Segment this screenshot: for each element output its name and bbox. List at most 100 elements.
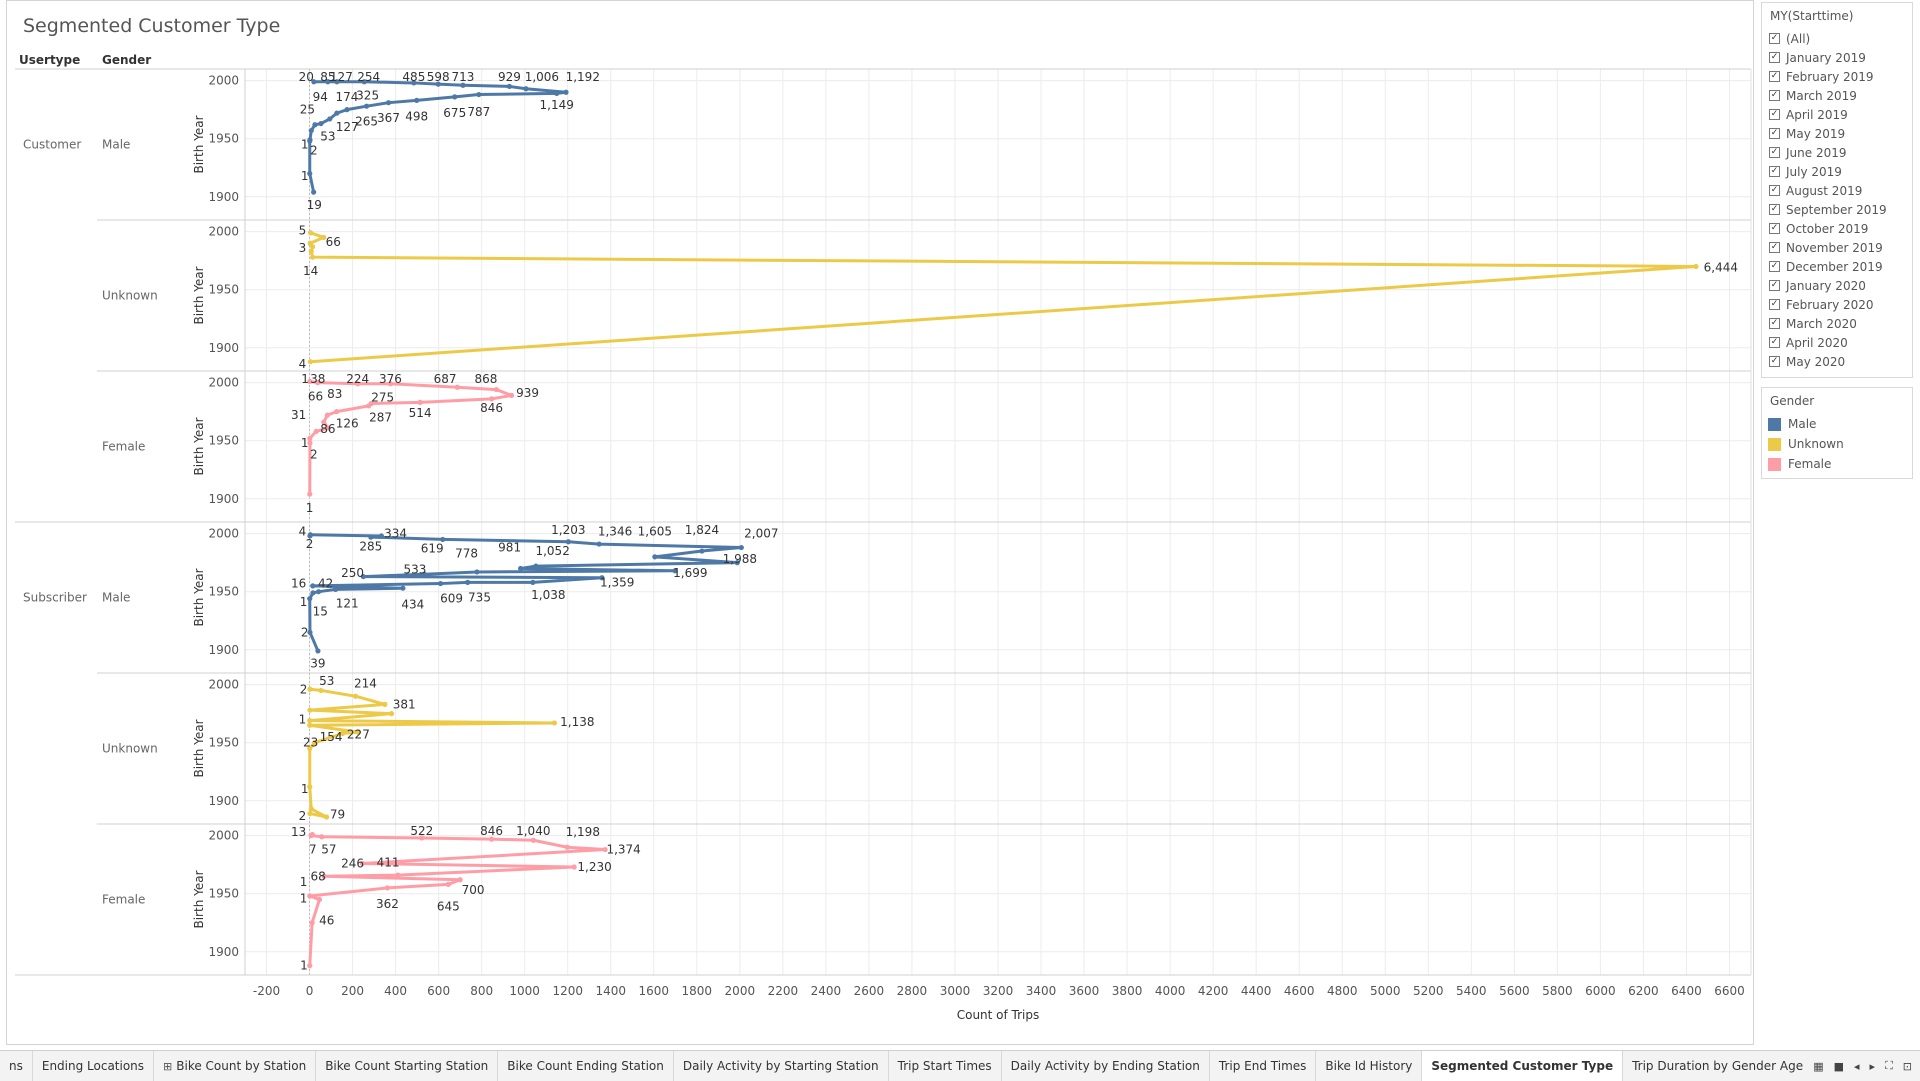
data-label: 1,038 [531,588,565,602]
present-icon[interactable]: ⊡ [1902,1059,1912,1073]
filter-item-label: January 2019 [1786,50,1866,65]
sheet-tab[interactable]: Daily Activity by Ending Station [1002,1051,1210,1081]
data-point [440,536,446,543]
prev-icon[interactable]: ◂ [1854,1059,1860,1073]
checkbox-checked-icon[interactable]: ✓ [1769,356,1780,367]
data-label: 325 [356,89,379,103]
data-point [307,378,313,385]
x-tick-label: 3600 [1069,984,1100,998]
filter-item[interactable]: ✓ March 2019 [1762,86,1912,105]
checkbox-checked-icon[interactable]: ✓ [1769,223,1780,234]
data-label: 25 [300,103,315,117]
checkbox-checked-icon[interactable]: ✓ [1769,337,1780,348]
checkbox-checked-icon[interactable]: ✓ [1769,90,1780,101]
data-label: 1,230 [577,860,611,874]
data-label: 86 [320,422,335,436]
data-point [334,409,340,415]
data-point [652,554,658,560]
data-point [319,834,325,840]
sheet-tab[interactable]: ⊞ Bike Count by Station [154,1051,317,1081]
legend-item[interactable]: Female [1762,454,1912,474]
data-point [474,569,480,575]
checkbox-checked-icon[interactable]: ✓ [1769,204,1780,215]
filter-item[interactable]: ✓ June 2019 [1762,143,1912,162]
y-axis-label: Birth Year [192,115,206,173]
x-tick-label: 4800 [1327,984,1358,998]
data-label: 38 [310,372,325,386]
filter-item[interactable]: ✓ November 2019 [1762,238,1912,257]
sheet-tab[interactable]: Trip Start Times [889,1051,1002,1081]
filter-item[interactable]: ✓ August 2019 [1762,181,1912,200]
filter-item[interactable]: ✓ October 2019 [1762,219,1912,238]
sheet-tab-label: Bike Count Ending Station [507,1059,664,1073]
data-label: 609 [440,592,463,606]
checkbox-checked-icon[interactable]: ✓ [1769,280,1780,291]
data-point [311,79,317,85]
data-label: 981 [498,541,521,555]
next-icon[interactable]: ▸ [1869,1059,1876,1073]
usertype-header: Usertype [19,53,81,67]
filter-item[interactable]: ✓ May 2019 [1762,124,1912,143]
data-label: 533 [404,563,427,577]
legend-label: Female [1788,457,1832,471]
filmstrip-icon[interactable]: ■ [1833,1059,1845,1073]
checkbox-checked-icon[interactable]: ✓ [1769,318,1780,329]
grid-view-icon[interactable]: ▦ [1813,1059,1824,1073]
filter-item-label: February 2020 [1786,297,1874,312]
data-point [313,428,319,434]
checkbox-checked-icon[interactable]: ✓ [1769,109,1780,120]
gender-label: Male [102,138,130,152]
checkbox-checked-icon[interactable]: ✓ [1769,242,1780,253]
filter-item[interactable]: ✓ April 2019 [1762,105,1912,124]
checkbox-checked-icon[interactable]: ✓ [1769,71,1780,82]
sheet-tab[interactable]: Bike Count Starting Station [316,1051,499,1081]
sheet-tab[interactable]: Daily Activity by Starting Station [674,1051,889,1081]
data-label: 19 [307,198,322,212]
filter-item[interactable]: ✓ January 2020 [1762,276,1912,295]
sheet-tab[interactable]: Bike Id History [1316,1051,1423,1081]
filter-item[interactable]: ✓ May 2020 [1762,352,1912,371]
data-point [382,701,388,707]
x-tick-label: 2800 [897,984,928,998]
x-axis-label: Count of Trips [957,1008,1040,1022]
filter-item[interactable]: ✓ September 2019 [1762,200,1912,219]
checkbox-checked-icon[interactable]: ✓ [1769,166,1780,177]
sheet-tab[interactable]: Trip End Times [1210,1051,1317,1081]
sheet-tab[interactable]: Segmented Customer Type [1422,1051,1624,1081]
filter-item[interactable]: ✓ March 2020 [1762,314,1912,333]
fullscreen-icon[interactable]: ⛶ [1885,1059,1893,1072]
data-label: 1,605 [638,524,672,538]
filter-item[interactable]: ✓ April 2020 [1762,333,1912,352]
filter-item[interactable]: ✓ February 2020 [1762,295,1912,314]
checkbox-checked-icon[interactable]: ✓ [1769,185,1780,196]
filter-item[interactable]: ✓ January 2019 [1762,48,1912,67]
x-tick-label: 3200 [983,984,1014,998]
sheet-tab[interactable]: Ending Locations [33,1051,155,1081]
data-point [307,893,313,899]
legend-item[interactable]: Male [1762,414,1912,434]
filter-item[interactable]: ✓ February 2019 [1762,67,1912,86]
sheet-tab[interactable]: Trip Duration by Gender Age [1623,1051,1814,1081]
sheet-tab[interactable]: Bike Count Ending Station [498,1051,674,1081]
data-label: 376 [379,372,402,386]
checkbox-checked-icon[interactable]: ✓ [1769,147,1780,158]
filter-item[interactable]: ✓ July 2019 [1762,162,1912,181]
checkbox-checked-icon[interactable]: ✓ [1769,299,1780,310]
sheet-tab[interactable]: ns [0,1051,33,1081]
checkbox-checked-icon[interactable]: ✓ [1769,128,1780,139]
checkbox-checked-icon[interactable]: ✓ [1769,52,1780,63]
legend-item[interactable]: Unknown [1762,434,1912,454]
checkbox-checked-icon[interactable]: ✓ [1769,261,1780,272]
filter-item-label: March 2020 [1786,316,1857,331]
data-point [602,846,608,853]
filter-item[interactable]: ✓ (All) [1762,29,1912,48]
data-label: 1,988 [723,552,757,566]
data-label: 1,149 [540,98,574,112]
data-point [307,629,313,635]
data-point [307,137,313,143]
filter-item[interactable]: ✓ December 2019 [1762,257,1912,276]
checkbox-checked-icon[interactable]: ✓ [1769,33,1780,44]
data-label: 735 [468,591,491,605]
series-line-unknown [308,231,1698,364]
data-point [311,740,318,746]
